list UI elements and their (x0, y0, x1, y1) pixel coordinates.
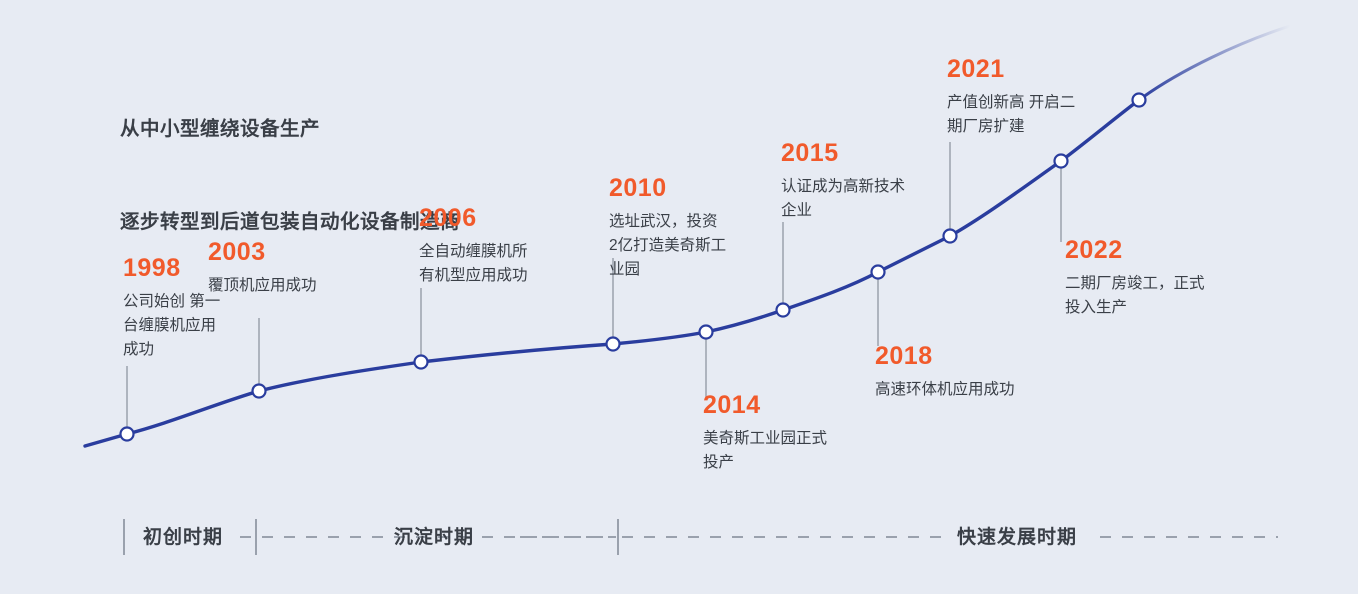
milestone-2015[interactable]: 2015 认证成为高新技术 企业 (781, 141, 905, 223)
milestone-2022[interactable]: 2022 二期厂房竣工，正式 投入生产 (1065, 238, 1205, 320)
milestone-1998[interactable]: 1998 公司始创 第一 台缠膜机应用 成功 (123, 256, 220, 362)
axis-dash-e (1100, 536, 1278, 538)
milestone-year: 2006 (419, 204, 477, 232)
milestone-2010[interactable]: 2010 选址武汉，投资 2亿打造美奇斯工 业园 (609, 176, 726, 282)
stem-group (126, 142, 1062, 434)
milestone-2003[interactable]: 2003 覆顶机应用成功 (208, 240, 317, 298)
milestone-desc: 选址武汉，投资 2亿打造美奇斯工 业园 (609, 213, 727, 278)
phase-label-3: 快速发展时期 (957, 527, 1078, 548)
milestone-year: 2021 (947, 55, 1005, 83)
axis-tick-start (123, 519, 125, 555)
phase-label-2: 沉淀时期 (394, 527, 475, 548)
milestone-desc: 公司始创 第一 台缠膜机应用 成功 (123, 293, 221, 358)
milestone-2014[interactable]: 2014 美奇斯工业园正式 投产 (703, 393, 827, 475)
milestone-year: 2022 (1065, 236, 1123, 264)
headline-line-2: 逐步转型到后道包装自动化设备制造商 (120, 211, 461, 233)
axis-dash-b (262, 536, 614, 538)
node-2018[interactable] (870, 264, 886, 280)
axis-dash-c (520, 536, 616, 538)
milestone-year: 2015 (781, 139, 839, 167)
page-title: 从中小型缠绕设备生产 逐步转型到后道包装自动化设备制造商 (120, 52, 460, 300)
milestone-desc: 产值创新高 开启二 期厂房扩建 (947, 94, 1076, 135)
milestone-desc: 全自动缠膜机所 有机型应用成功 (419, 243, 528, 284)
node-2015[interactable] (775, 302, 791, 318)
node-2014[interactable] (698, 324, 714, 340)
milestone-desc: 美奇斯工业园正式 投产 (703, 430, 828, 471)
node-2006[interactable] (413, 354, 429, 370)
milestone-year: 2014 (703, 391, 761, 419)
phase-label-1: 初创时期 (143, 527, 224, 548)
milestone-desc: 高速环体机应用成功 (875, 381, 1015, 398)
axis-tick-phase-2 (617, 519, 619, 555)
headline-line-1: 从中小型缠绕设备生产 (120, 118, 321, 140)
node-future[interactable] (1131, 92, 1147, 108)
milestone-year: 2010 (609, 174, 667, 202)
axis-dash-d (622, 536, 952, 538)
curve-tail-fade (1137, 24, 1292, 102)
node-1998[interactable] (119, 426, 135, 442)
node-2022[interactable] (1053, 153, 1069, 169)
node-2003[interactable] (251, 383, 267, 399)
milestone-2021[interactable]: 2021 产值创新高 开启二 期厂房扩建 (947, 57, 1075, 139)
milestone-2018[interactable]: 2018 高速环体机应用成功 (875, 344, 1015, 402)
milestone-2006[interactable]: 2006 全自动缠膜机所 有机型应用成功 (419, 206, 528, 288)
milestone-desc: 覆顶机应用成功 (208, 277, 317, 294)
milestone-desc: 二期厂房竣工，正式 投入生产 (1065, 275, 1205, 316)
milestone-year: 2003 (208, 238, 266, 266)
node-2010[interactable] (605, 336, 621, 352)
milestone-desc: 认证成为高新技术 企业 (781, 178, 906, 219)
node-2021[interactable] (942, 228, 958, 244)
milestone-year: 1998 (123, 254, 181, 282)
node-group (119, 92, 1147, 442)
axis-dash-a (240, 536, 258, 538)
milestone-year: 2018 (875, 342, 933, 370)
